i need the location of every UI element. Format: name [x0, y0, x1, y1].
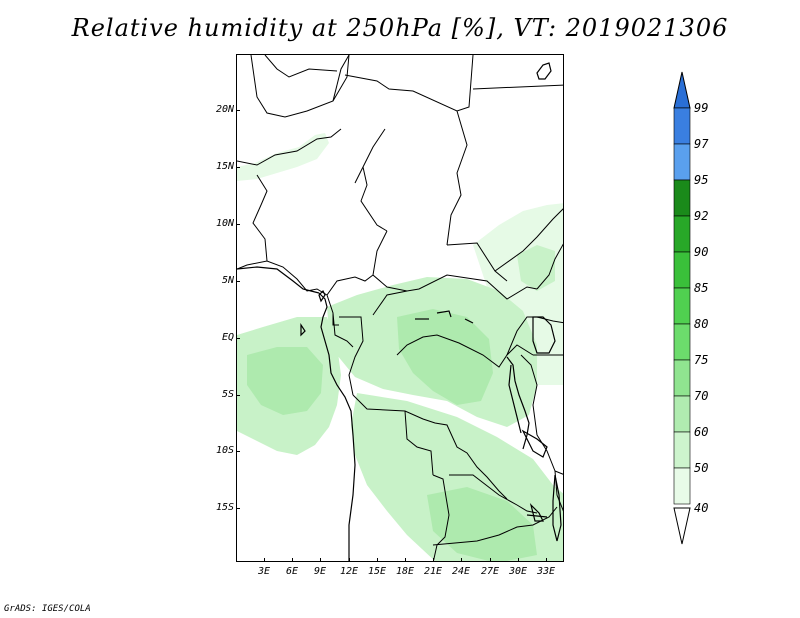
colorbar-bottom-arrow: [673, 507, 691, 545]
lat-label-15n: 15N: [215, 161, 234, 172]
humidity-area-north: [237, 133, 329, 181]
colorbar-label-99: 99: [694, 101, 709, 115]
colorbar-segment: [673, 215, 691, 253]
colorbar-label-75: 75: [694, 353, 709, 367]
lon-tick: [518, 558, 519, 562]
lat-tick: [236, 338, 240, 339]
colorbar-label-60: 60: [694, 425, 709, 439]
lat-tick: [236, 508, 240, 509]
lat-label-10n: 10N: [215, 218, 234, 229]
colorbar-segment: [673, 143, 691, 181]
lat-tick: [236, 281, 240, 282]
humidity-map: [237, 55, 563, 561]
colorbar-label-50: 50: [694, 461, 709, 475]
lon-label-24e: 24E: [451, 566, 471, 577]
lat-label-10s: 10S: [215, 445, 234, 456]
lon-label-33e: 33E: [536, 566, 556, 577]
lon-tick: [490, 558, 491, 562]
colorbar-segment: [673, 251, 691, 289]
lat-tick: [236, 451, 240, 452]
lat-label-20n: 20N: [215, 104, 234, 115]
lon-tick: [405, 558, 406, 562]
colorbar-segment: [673, 287, 691, 325]
colorbar-segment: [673, 107, 691, 145]
lon-label-18e: 18E: [395, 566, 415, 577]
lon-tick: [320, 558, 321, 562]
lon-tick: [461, 558, 462, 562]
country-borders: [237, 55, 563, 561]
lat-label-5s: 5S: [221, 389, 234, 400]
lat-tick: [236, 224, 240, 225]
lon-tick: [377, 558, 378, 562]
map-title: Relative humidity at 250hPa [%], VT: 201…: [71, 14, 729, 42]
lon-tick: [349, 558, 350, 562]
colorbar-label-40: 40: [694, 501, 709, 515]
lon-tick: [292, 558, 293, 562]
colorbar: [673, 71, 691, 545]
humidity-area-core-west: [247, 347, 323, 415]
colorbar-segment: [673, 467, 691, 505]
colorbar-label-97: 97: [694, 137, 709, 151]
colorbar-segment: [673, 323, 691, 361]
map-panel: [236, 54, 564, 562]
colorbar-label-70: 70: [694, 389, 709, 403]
lat-tick: [236, 395, 240, 396]
colorbar-segments: [673, 107, 691, 505]
colorbar-label-90: 90: [694, 245, 709, 259]
colorbar-segment: [673, 395, 691, 433]
lon-tick: [264, 558, 265, 562]
lon-label-9e: 9E: [313, 566, 327, 577]
colorbar-segment: [673, 431, 691, 469]
colorbar-label-80: 80: [694, 317, 709, 331]
lon-label-6e: 6E: [285, 566, 299, 577]
lat-label-15s: 15S: [215, 502, 234, 513]
lon-label-3e: 3E: [257, 566, 271, 577]
colorbar-label-95: 95: [694, 173, 709, 187]
lon-tick: [546, 558, 547, 562]
humidity-area-core-south: [427, 487, 537, 561]
lon-label-27e: 27E: [480, 566, 500, 577]
lon-label-15e: 15E: [367, 566, 387, 577]
humidity-field: [237, 133, 563, 561]
lon-tick: [433, 558, 434, 562]
lon-label-21e: 21E: [423, 566, 443, 577]
lat-tick: [236, 110, 240, 111]
lat-label-5n: 5N: [221, 275, 234, 286]
colorbar-segment: [673, 359, 691, 397]
coastline: [237, 62, 562, 561]
colorbar-label-85: 85: [694, 281, 709, 295]
lon-label-30e: 30E: [508, 566, 528, 577]
humidity-area-core: [397, 309, 493, 405]
colorbar-top-arrow: [673, 71, 691, 109]
colorbar-label-92: 92: [694, 209, 709, 223]
grads-credit: GrADS: IGES/COLA: [4, 604, 91, 614]
colorbar-segment: [673, 179, 691, 217]
lat-label-eq: EQ: [221, 332, 234, 343]
lon-label-12e: 12E: [339, 566, 359, 577]
lat-tick: [236, 167, 240, 168]
